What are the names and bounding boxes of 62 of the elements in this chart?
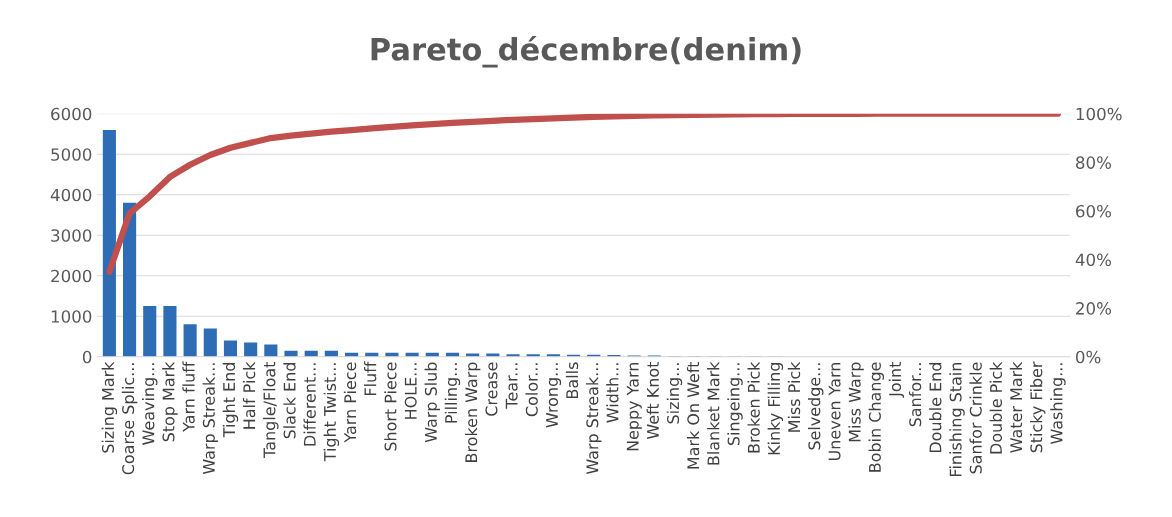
x-tick-label: Kinky Filling [767,363,784,455]
y-tick-label: 0 [82,350,92,364]
x-tick-label: Slack End [283,363,296,439]
x-tick-label: Sanfor Crinkle [969,362,982,474]
x-tick-label: Bobin Change [868,362,885,472]
chart-title: Pareto_décembre(denim) [371,35,801,68]
y-tick-label: 3000 [51,229,92,242]
x-tick-label: Short Piece [384,362,397,451]
x-tick-label: Mark On Weft [686,361,700,469]
x-tick-label: Tight Twist... [323,363,340,462]
x-tick-label: Color... [525,363,538,417]
x-tick-label: Warp Streak... [202,363,219,475]
x-tick-label: Fluff [364,361,377,396]
x-tick-label: Broken Warp [464,362,481,462]
y2-tick-label: 20% [1076,302,1112,315]
x-tick-label: Sizing Mark [101,361,118,453]
y2-tick-label: 100% [1076,107,1122,121]
x-tick-label: Warp Slub [424,362,441,443]
x-tick-label: Yarn Piece [343,362,357,443]
x-tick-label: Double Pick [989,361,1003,454]
x-tick-label: Water Mark [1009,361,1023,453]
x-tick-label: Blanket Mark [707,361,720,465]
x-tick-label: Pilling... [444,363,461,423]
x-tick-label: Balls [565,362,579,398]
x-tick-label: Yarn fluff [182,361,195,432]
x-tick-label: Miss Warp [848,362,864,442]
y-tick-label: 5000 [51,148,92,161]
x-tick-label: Sizing... [666,363,683,424]
x-tick-label: Selvedge... [808,363,824,450]
x-tick-label: Singeing... [727,363,743,446]
x-tick-label: Tight End [222,363,239,438]
x-tick-label: Miss Pick [787,361,801,432]
x-tick-label: Uneven Yarn [828,362,841,461]
x-tick-label: Broken Pick [747,361,760,453]
x-tick-label: Warp Streak... [586,363,602,475]
x-tick-label: Wrong... [546,363,562,428]
y-tick-label: 4000 [50,188,92,202]
x-tick-label: Stop Mark [162,361,178,442]
y2-tick-label: 60% [1076,204,1112,218]
y2-tick-label: 0% [1076,350,1101,364]
x-tick-label: Different... [303,363,316,446]
x-tick-label: Weaving... [142,363,158,445]
x-tick-label: Tear... [505,363,518,409]
x-tick-label: Weft Knot [646,361,659,440]
y2-tick-label: 40% [1075,253,1112,267]
y-tick-label: 2000 [51,269,92,283]
x-tick-label: Coarse Splic... [121,363,138,475]
x-tick-label: Tangle/Float [263,361,279,458]
x-tick-label: Finishing Stain [949,362,965,477]
x-tick-label: Crease [485,362,498,416]
x-tick-label: Width... [606,363,619,423]
x-tick-label: Joint [888,361,905,398]
x-tick-label: Double End [929,363,942,453]
x-tick-label: Sticky Fiber [1030,361,1046,453]
y-tick-label: 6000 [51,107,92,121]
x-tick-label: HOLE... [404,363,417,419]
x-tick-label: Half Pick [242,361,256,429]
x-tick-label: Sanfor... [908,363,922,427]
y-tick-label: 1000 [51,310,92,323]
x-tick-label: Washing... [1050,363,1066,444]
y2-tick-label: 80% [1076,156,1112,169]
x-tick-label: Neppy Yarn [626,362,642,451]
